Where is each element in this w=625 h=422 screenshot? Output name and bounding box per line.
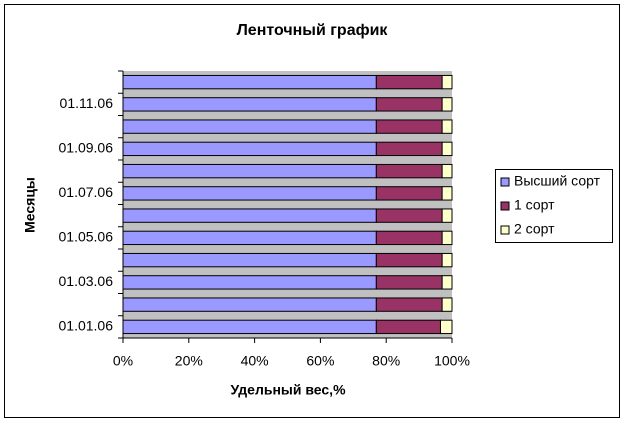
bar-segment (122, 186, 377, 201)
y-axis-title: Месяцы (22, 177, 38, 233)
bar-segment (122, 119, 377, 134)
bar-segment (441, 163, 453, 179)
bar-segment (122, 252, 377, 268)
legend-swatch (500, 177, 510, 187)
bar-segment (441, 230, 453, 246)
y-tick-label: 01.09.06 (59, 140, 114, 156)
y-tick-label: 01.11.06 (60, 95, 114, 111)
bar-segment (441, 141, 453, 157)
bar-segment (375, 119, 443, 134)
bar-segment (441, 74, 453, 90)
x-axis-title: Удельный вес,% (230, 382, 346, 398)
chart-title: Ленточный график (237, 22, 389, 39)
bar-segment (441, 119, 453, 134)
legend-swatch (500, 201, 510, 211)
bar-segment (375, 74, 443, 90)
legend-label: 2 сорт (514, 221, 555, 237)
bar-segment (375, 230, 443, 246)
bar-segment (375, 275, 443, 290)
bar-segment (375, 97, 443, 112)
x-tick-label: 100% (434, 353, 470, 369)
bar-segment (122, 97, 377, 112)
y-tick-label: 01.01.06 (59, 318, 114, 334)
bar-segment (441, 275, 453, 290)
bar-segment (375, 319, 441, 335)
bar-segment (375, 208, 443, 223)
bar-segment (375, 163, 443, 179)
bar-segment (375, 141, 443, 157)
x-tick-label: 80% (372, 353, 400, 369)
bar-segment (375, 186, 443, 201)
bar-segment (441, 208, 453, 223)
y-tick-label: 01.07.06 (59, 184, 114, 200)
bar-segment (122, 230, 377, 246)
bar-segment (439, 319, 453, 335)
bar-segment (122, 275, 377, 290)
bar-segment (122, 297, 377, 312)
bar-segment (441, 252, 453, 268)
y-tick-label: 01.05.06 (59, 229, 114, 245)
x-tick-label: 60% (306, 353, 334, 369)
bar-segment (122, 319, 377, 335)
legend-swatch (500, 225, 510, 235)
y-tick-label: 01.03.06 (59, 273, 114, 289)
bar-segment (122, 141, 377, 157)
legend (495, 169, 613, 243)
plot-area (123, 71, 452, 338)
bar-segment (441, 186, 453, 201)
bar-segment (122, 163, 377, 179)
bar-segment (122, 74, 377, 90)
bar-segment (375, 252, 443, 268)
x-tick-label: 20% (175, 353, 203, 369)
bar-segment (441, 297, 453, 312)
x-tick-label: 0% (113, 353, 133, 369)
legend-label: 1 сорт (514, 197, 555, 213)
bar-segment (375, 297, 443, 312)
bar-segment (122, 208, 377, 223)
bar-segment (441, 97, 453, 112)
legend-label: Высший сорт (514, 173, 601, 189)
x-tick-label: 40% (241, 353, 269, 369)
